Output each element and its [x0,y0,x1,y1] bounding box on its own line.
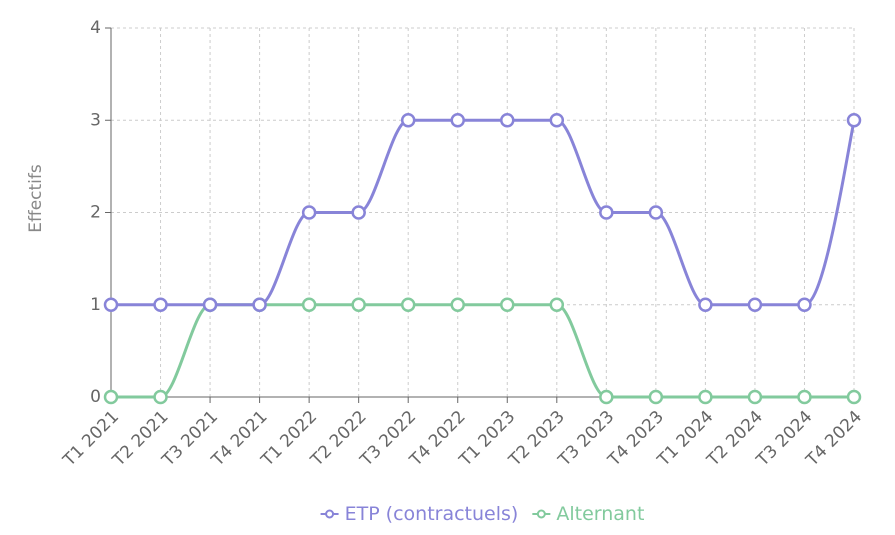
data-point[interactable] [797,389,812,405]
legend-marker-icon [325,509,335,519]
series-line [111,303,854,399]
data-point[interactable] [549,113,565,128]
data-point[interactable] [500,113,515,128]
series-lines [103,113,862,405]
legend-item[interactable]: ETP (contractuels) [320,503,519,525]
data-point[interactable] [549,297,565,312]
data-point[interactable] [500,297,515,312]
data-point[interactable] [648,205,664,220]
data-point[interactable] [153,389,168,405]
y-tick-label: 2 [90,203,101,223]
data-point[interactable] [400,297,416,312]
data-point[interactable] [252,297,267,312]
y-tick-label: 1 [90,295,101,315]
legend-label: Alternant [556,503,644,525]
data-point[interactable] [153,297,168,312]
data-point[interactable] [747,297,763,312]
y-tick-label: 0 [90,387,101,407]
data-point[interactable] [400,113,416,128]
y-tick-label: 4 [90,18,101,38]
series-alternant [103,297,862,405]
data-point[interactable] [846,389,862,405]
data-point[interactable] [450,113,465,128]
data-point[interactable] [599,205,614,220]
data-point[interactable] [698,389,713,405]
data-point[interactable] [846,113,862,128]
grid [110,27,855,397]
data-point[interactable] [747,389,763,405]
legend[interactable]: ETP (contractuels) Alternant [320,503,645,525]
data-point[interactable] [103,297,119,312]
y-axis-title: Effectifs [26,164,46,233]
legend-item[interactable]: Alternant [532,503,644,525]
data-point[interactable] [301,205,317,220]
data-point[interactable] [648,389,664,405]
data-point[interactable] [351,297,366,312]
data-point[interactable] [301,297,317,312]
data-point[interactable] [698,297,713,312]
data-point[interactable] [103,389,119,405]
data-point[interactable] [797,297,812,312]
series-etp-contractuels [103,113,862,312]
legend-marker-icon [536,509,546,519]
data-point[interactable] [599,389,614,405]
legend-label: ETP (contractuels) [345,503,519,525]
data-point[interactable] [351,205,366,220]
y-tick-label: 3 [90,110,101,130]
data-point[interactable] [450,297,465,312]
data-point[interactable] [202,297,218,312]
